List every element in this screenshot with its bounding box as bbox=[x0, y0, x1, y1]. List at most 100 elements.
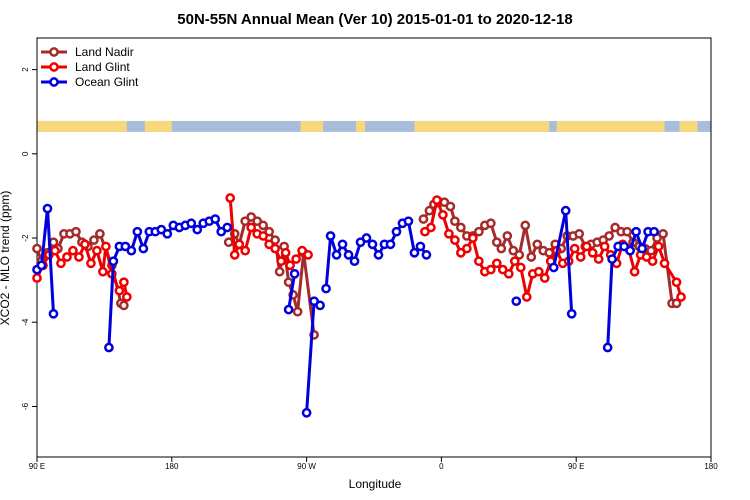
land-glint-point bbox=[50, 245, 60, 256]
land-nadir-point bbox=[32, 243, 42, 254]
x-axis-label: Longitude bbox=[349, 477, 402, 491]
x-tick-label: 180 bbox=[704, 462, 718, 471]
ocean-glint-point bbox=[108, 256, 119, 267]
land-glint-point bbox=[68, 245, 78, 256]
land-nadir-point bbox=[496, 243, 507, 254]
land-glint-point bbox=[98, 266, 108, 277]
ocean-glint-point bbox=[315, 300, 325, 311]
x-tick-label: 90 E bbox=[29, 462, 45, 471]
land-nadir-point bbox=[514, 250, 525, 260]
y-tick-label: 2 bbox=[21, 67, 30, 72]
land-glint-point bbox=[515, 262, 526, 273]
legend-label-land-glint: Land Glint bbox=[75, 60, 130, 74]
land-nadir-point bbox=[574, 228, 585, 239]
land-nadir-point bbox=[71, 226, 81, 237]
land-glint-point bbox=[432, 195, 442, 205]
land-glint-point bbox=[62, 252, 72, 262]
land-nadir-point bbox=[274, 266, 285, 277]
land-glint-point bbox=[80, 239, 90, 250]
land-glint-point bbox=[533, 266, 544, 277]
land-nadir-point bbox=[491, 237, 502, 248]
land-glint-point bbox=[587, 247, 598, 258]
land-glint-point bbox=[122, 292, 132, 302]
land-glint-point bbox=[462, 243, 472, 254]
ocean-glint-point bbox=[403, 216, 414, 227]
land-glint-point bbox=[270, 243, 280, 254]
ocean-glint-point bbox=[631, 226, 641, 237]
ocean-glint-point bbox=[42, 203, 53, 214]
ocean-glint-point bbox=[391, 226, 402, 237]
land-glint-point bbox=[629, 266, 640, 277]
ocean-glint-point bbox=[361, 233, 372, 243]
land-glint-point bbox=[303, 250, 313, 260]
land-glint-point bbox=[56, 258, 66, 269]
ocean-glint-point bbox=[385, 239, 396, 250]
ocean-glint-point bbox=[625, 245, 635, 256]
y-tick-label: 0 bbox=[21, 151, 30, 156]
ocean-glint-point bbox=[331, 250, 342, 260]
land-band bbox=[414, 120, 550, 132]
land-glint-point bbox=[229, 250, 240, 260]
land-glint-point bbox=[119, 277, 129, 288]
land-band bbox=[144, 120, 172, 132]
ocean-glint-point bbox=[283, 304, 294, 315]
land-band bbox=[356, 120, 366, 132]
land-glint-point bbox=[438, 210, 448, 220]
land-glint-point bbox=[676, 292, 686, 302]
land-nadir-point bbox=[544, 247, 555, 258]
land-glint-point bbox=[285, 260, 295, 271]
land-nadir-point bbox=[485, 218, 496, 229]
land-nadir-point bbox=[646, 245, 656, 256]
x-tick-label: 90 W bbox=[297, 462, 316, 471]
land-glint-point bbox=[599, 241, 610, 252]
land-glint-point bbox=[86, 258, 96, 269]
land-glint-point bbox=[485, 264, 496, 275]
land-glint-point bbox=[234, 239, 245, 250]
land-nadir-point bbox=[520, 220, 531, 231]
y-tick-label: -4 bbox=[21, 318, 30, 326]
ocean-glint-point bbox=[36, 260, 47, 271]
land-band bbox=[300, 120, 324, 132]
ocean-glint-point bbox=[132, 226, 143, 237]
land-nadir-point bbox=[450, 216, 460, 227]
legend-marker-land-nadir bbox=[49, 47, 59, 57]
land-glint-point bbox=[258, 231, 269, 241]
land-glint-point bbox=[246, 222, 257, 233]
ocean-glint-point bbox=[321, 283, 331, 294]
ocean-glint-point bbox=[409, 247, 420, 258]
land-nadir-point bbox=[604, 231, 615, 241]
land-glint-point bbox=[581, 241, 592, 252]
ocean-glint-point bbox=[415, 241, 426, 252]
ocean-glint-point bbox=[649, 226, 659, 237]
land-glint-point bbox=[473, 256, 484, 267]
land-glint-point bbox=[659, 258, 670, 269]
y-tick-label: -6 bbox=[21, 402, 30, 410]
land-nadir-point bbox=[502, 231, 513, 241]
land-nadir-point bbox=[292, 306, 303, 317]
land-glint-point bbox=[114, 285, 125, 296]
legend-label-land-nadir: Land Nadir bbox=[75, 45, 134, 59]
legend-marker-land-glint bbox=[49, 62, 59, 72]
ocean-glint-point bbox=[138, 243, 149, 254]
legend-label-ocean-glint: Ocean Glint bbox=[75, 75, 139, 89]
ocean-glint-point bbox=[373, 250, 384, 260]
land-glint-point bbox=[539, 273, 550, 283]
ocean-glint-point bbox=[48, 308, 59, 319]
ocean-band bbox=[37, 120, 711, 132]
land-glint-point bbox=[503, 268, 514, 279]
land-glint-point bbox=[32, 273, 42, 283]
ocean-glint-point bbox=[343, 250, 354, 260]
land-nadir-point bbox=[473, 226, 484, 237]
ocean-glint-point bbox=[289, 268, 300, 279]
land-glint-point bbox=[450, 235, 460, 245]
ocean-glint-point bbox=[192, 224, 203, 235]
land-nadir-point bbox=[223, 237, 234, 248]
x-tick-label: 90 E bbox=[568, 462, 584, 471]
land-nadir-point bbox=[95, 228, 105, 239]
land-nadir-point bbox=[532, 239, 543, 250]
ocean-glint-point bbox=[560, 205, 571, 216]
land-band bbox=[679, 120, 698, 132]
ocean-glint-point bbox=[367, 239, 378, 250]
